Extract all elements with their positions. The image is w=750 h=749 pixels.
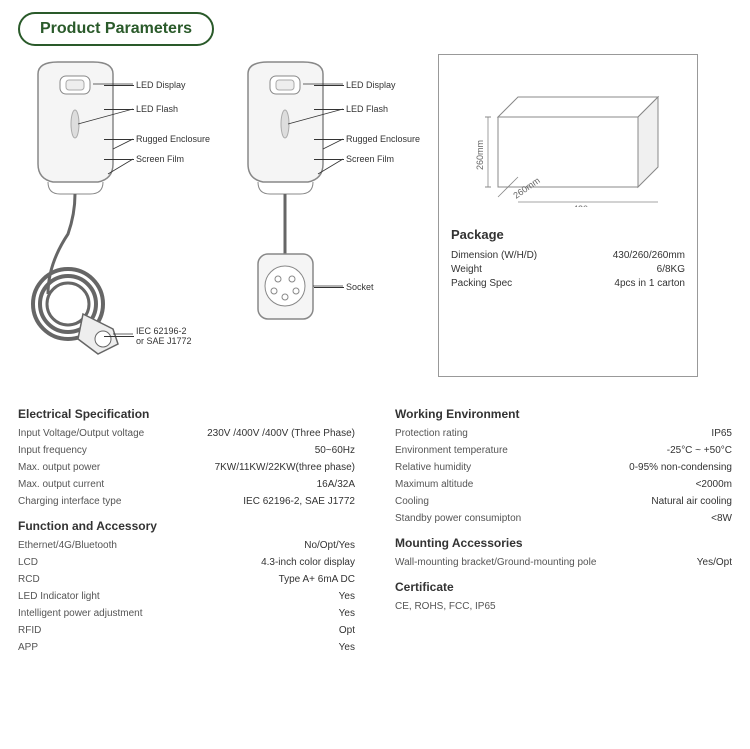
electrical-title: Electrical Specification <box>18 407 355 421</box>
callout-socket: Socket <box>346 282 374 292</box>
ipa-val: Yes <box>339 607 355 621</box>
app-lbl: APP <box>18 641 38 655</box>
charger-diagrams: LED Display LED Flash Rugged Enclosure S… <box>18 54 418 377</box>
callout-rugged: Rugged Enclosure <box>136 134 210 144</box>
freq-val: 50~60Hz <box>315 444 355 458</box>
eth-lbl: Ethernet/4G/Bluetooth <box>18 539 117 553</box>
rfid-val: Opt <box>339 624 355 638</box>
top-section: LED Display LED Flash Rugged Enclosure S… <box>0 54 750 377</box>
current-val: 16A/32A <box>317 478 355 492</box>
cert-val: CE, ROHS, FCC, IP65 <box>395 600 496 614</box>
temp-val: -25°C ~ +50°C <box>667 444 732 458</box>
page-title: Product Parameters <box>18 12 214 46</box>
standby-lbl: Standby power consumipton <box>395 512 521 526</box>
power-lbl: Max. output power <box>18 461 100 475</box>
right-column: Working Environment Protection rating IP6… <box>395 397 732 658</box>
cool-val: Natural air cooling <box>651 495 732 509</box>
ledind-lbl: LED Indicator light <box>18 590 100 604</box>
app-val: Yes <box>339 641 355 655</box>
mounting-title: Mounting Accessories <box>395 536 732 550</box>
function-title: Function and Accessory <box>18 519 355 533</box>
dim-width: 430mm <box>573 204 603 207</box>
wall-lbl: Wall-mounting bracket/Ground-mounting po… <box>395 556 596 570</box>
callout-led-display-2: LED Display <box>346 80 396 90</box>
pkg-dim-lbl: Dimension (W/H/D) <box>451 250 537 261</box>
interface-lbl: Charging interface type <box>18 495 121 509</box>
eth-val: No/Opt/Yes <box>304 539 355 553</box>
pkg-weight-lbl: Weight <box>451 264 482 275</box>
alt-lbl: Maximum altitude <box>395 478 473 492</box>
prot-val: IP65 <box>711 427 732 441</box>
working-title: Working Environment <box>395 407 732 421</box>
pkg-weight-val: 6/8KG <box>657 264 685 275</box>
package-title: Package <box>451 227 685 242</box>
specs-section: Electrical Specification Input Voltage/O… <box>0 377 750 658</box>
rfid-lbl: RFID <box>18 624 41 638</box>
callout-connector: IEC 62196-2 or SAE J1772 <box>136 326 192 346</box>
charger-with-plug: LED Display LED Flash Rugged Enclosure S… <box>18 54 208 377</box>
pkg-dim-val: 430/260/260mm <box>613 250 685 261</box>
callout-screen-film: Screen Film <box>136 154 184 164</box>
package-box-diagram: 260mm 260mm 430mm <box>458 77 678 207</box>
left-column: Electrical Specification Input Voltage/O… <box>18 397 355 658</box>
package-panel: 260mm 260mm 430mm Package Dimension (W/H… <box>438 54 698 377</box>
ledind-val: Yes <box>339 590 355 604</box>
alt-val: <2000m <box>696 478 732 492</box>
voltage-val: 230V /400V /400V (Three Phase) <box>207 427 355 441</box>
pkg-packing-lbl: Packing Spec <box>451 278 512 289</box>
charger-with-socket: LED Display LED Flash Rugged Enclosure S… <box>228 54 418 377</box>
package-row-packing: Packing Spec 4pcs in 1 carton <box>451 278 685 289</box>
lcd-val: 4.3-inch color display <box>261 556 355 570</box>
prot-lbl: Protection rating <box>395 427 468 441</box>
cert-title: Certificate <box>395 580 732 594</box>
interface-val: IEC 62196-2, SAE J1772 <box>243 495 355 509</box>
voltage-lbl: Input Voltage/Output voltage <box>18 427 144 441</box>
callout-rugged-2: Rugged Enclosure <box>346 134 420 144</box>
callout-led-flash: LED Flash <box>136 104 178 114</box>
cool-lbl: Cooling <box>395 495 429 509</box>
rcd-val: Type A+ 6mA DC <box>279 573 355 587</box>
package-row-weight: Weight 6/8KG <box>451 264 685 275</box>
power-val: 7KW/11KW/22KW(three phase) <box>215 461 355 475</box>
dim-height: 260mm <box>475 140 485 170</box>
charger-socket-svg <box>228 54 418 374</box>
callout-led-flash-2: LED Flash <box>346 104 388 114</box>
current-lbl: Max. output current <box>18 478 104 492</box>
callout-screen-film-2: Screen Film <box>346 154 394 164</box>
wall-val: Yes/Opt <box>697 556 732 570</box>
hum-lbl: Relative humidity <box>395 461 471 475</box>
hum-val: 0-95% non-condensing <box>629 461 732 475</box>
ipa-lbl: Intelligent power adjustment <box>18 607 143 621</box>
freq-lbl: Input frequency <box>18 444 87 458</box>
callout-led-display: LED Display <box>136 80 186 90</box>
temp-lbl: Environment temperature <box>395 444 508 458</box>
rcd-lbl: RCD <box>18 573 40 587</box>
lcd-lbl: LCD <box>18 556 38 570</box>
pkg-packing-val: 4pcs in 1 carton <box>614 278 685 289</box>
standby-val: <8W <box>711 512 732 526</box>
package-row-dimension: Dimension (W/H/D) 430/260/260mm <box>451 250 685 261</box>
